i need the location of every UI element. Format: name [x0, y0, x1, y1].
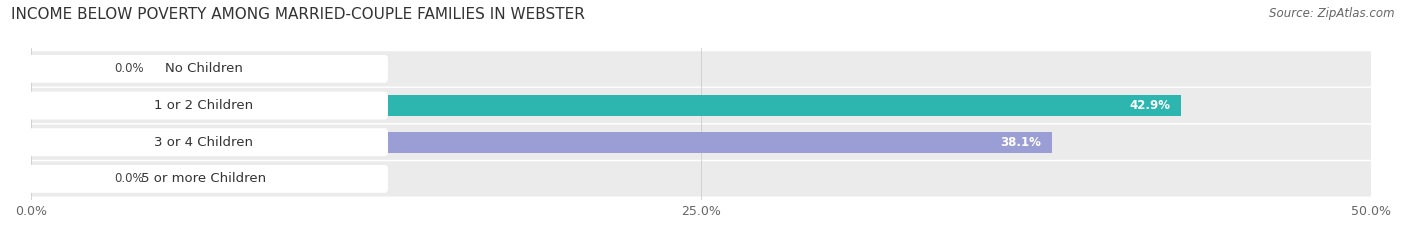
Text: INCOME BELOW POVERTY AMONG MARRIED-COUPLE FAMILIES IN WEBSTER: INCOME BELOW POVERTY AMONG MARRIED-COUPL…	[11, 7, 585, 22]
Text: Source: ZipAtlas.com: Source: ZipAtlas.com	[1270, 7, 1395, 20]
Text: 38.1%: 38.1%	[1001, 136, 1042, 149]
Text: 0.0%: 0.0%	[114, 172, 143, 185]
Text: 1 or 2 Children: 1 or 2 Children	[155, 99, 253, 112]
Bar	[31, 168, 98, 189]
Bar	[31, 58, 98, 79]
Bar	[31, 132, 1052, 153]
FancyBboxPatch shape	[20, 128, 388, 156]
Text: No Children: No Children	[165, 62, 243, 75]
Text: 0.0%: 0.0%	[114, 62, 143, 75]
FancyBboxPatch shape	[20, 165, 388, 193]
FancyBboxPatch shape	[31, 161, 1371, 196]
FancyBboxPatch shape	[31, 51, 1371, 86]
FancyBboxPatch shape	[31, 88, 1371, 123]
FancyBboxPatch shape	[31, 125, 1371, 160]
Bar	[31, 95, 1181, 116]
Text: 42.9%: 42.9%	[1129, 99, 1170, 112]
Text: 5 or more Children: 5 or more Children	[141, 172, 266, 185]
FancyBboxPatch shape	[20, 92, 388, 120]
FancyBboxPatch shape	[20, 55, 388, 83]
Text: 3 or 4 Children: 3 or 4 Children	[155, 136, 253, 149]
